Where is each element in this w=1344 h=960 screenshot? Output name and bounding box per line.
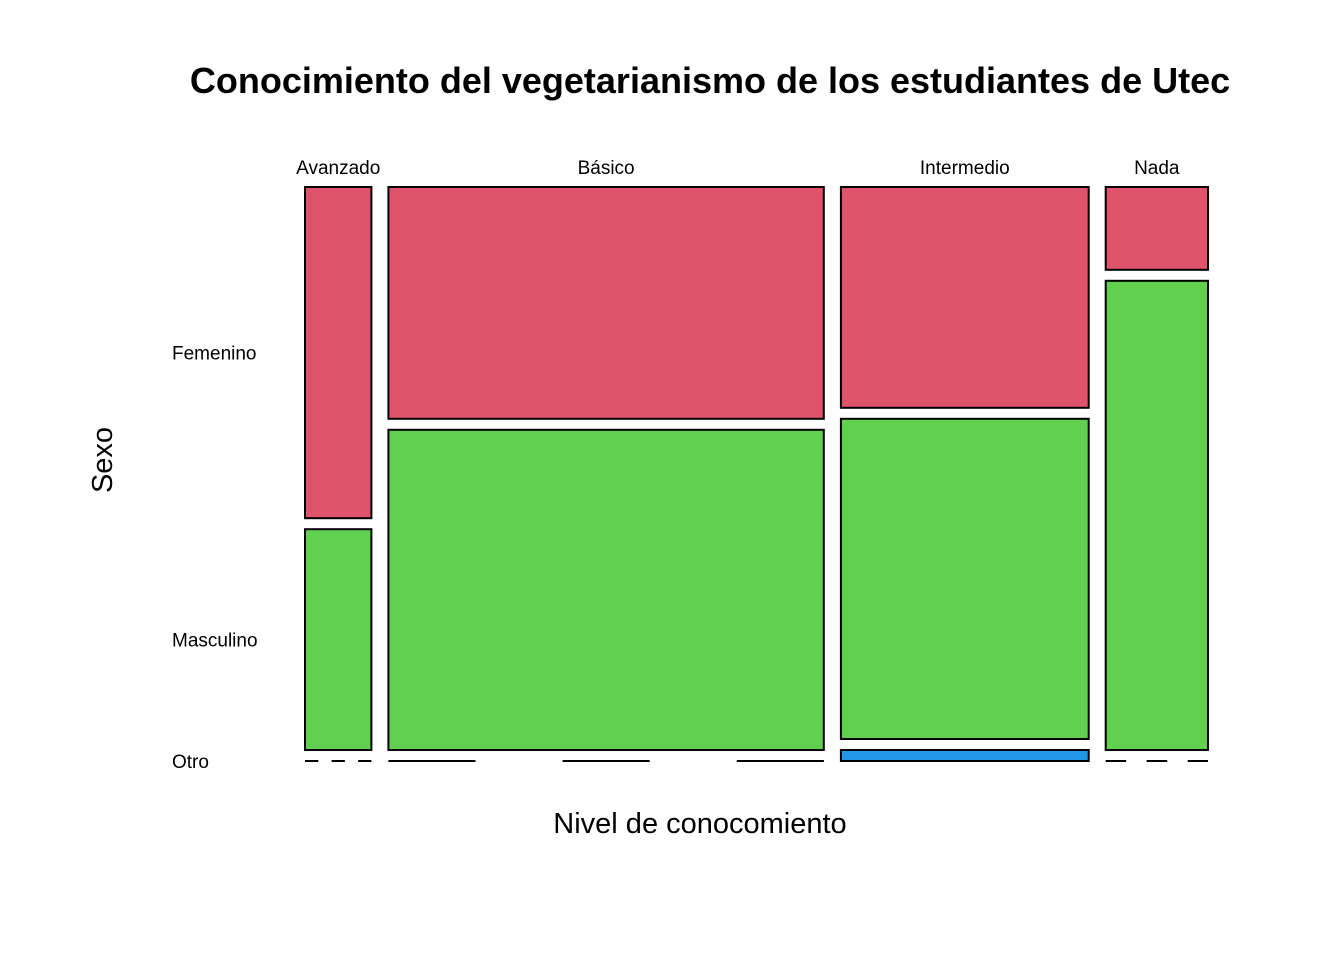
tile-nada-masculino bbox=[1104, 279, 1209, 751]
y-tick-otro: Otro bbox=[172, 752, 209, 773]
tile-avanzado-masculino bbox=[304, 528, 373, 752]
tile-intermedio-masculino bbox=[839, 417, 1090, 740]
y-tick-masculino: Masculino bbox=[172, 631, 258, 652]
y-axis-title: Sexo bbox=[87, 427, 119, 493]
x-tick-nada: Nada bbox=[1134, 158, 1180, 179]
x-axis-title: Nivel de conocomiento bbox=[553, 808, 846, 840]
x-tick-basico: Básico bbox=[578, 158, 635, 179]
tile-basico-masculino bbox=[387, 428, 825, 751]
tile-avanzado-femenino bbox=[304, 186, 373, 520]
tile-nada-femenino bbox=[1104, 186, 1209, 271]
tile-basico-femenino bbox=[387, 186, 825, 420]
x-tick-intermedio: Intermedio bbox=[920, 158, 1010, 179]
y-tick-femenino: Femenino bbox=[172, 344, 257, 365]
tile-intermedio-otro bbox=[839, 749, 1090, 762]
tick-labels: Avanzado Básico Intermedio Nada Femenino Masc… bbox=[172, 158, 1180, 773]
x-tick-avanzado: Avanzado bbox=[296, 158, 380, 179]
chart-title: Conocimiento del vegetarianismo de los e… bbox=[190, 60, 1230, 101]
mosaic-tiles bbox=[304, 186, 1209, 762]
tile-intermedio-femenino bbox=[839, 186, 1090, 409]
